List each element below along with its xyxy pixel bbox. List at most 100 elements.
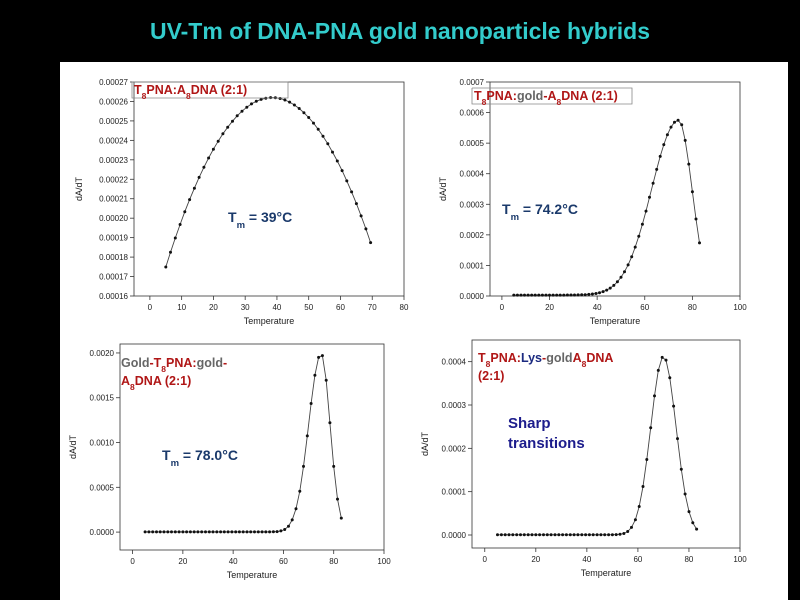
data-point: [507, 533, 511, 537]
legend-label-part: Lys: [521, 351, 542, 365]
data-point: [679, 467, 683, 471]
legend-label: Gold-T8PNA:gold-A8DNA (2:1): [121, 356, 227, 392]
data-point: [192, 530, 196, 534]
y-tick-label: 0.0010: [90, 439, 115, 448]
y-tick-label: 0.00026: [99, 97, 128, 106]
data-point: [183, 210, 187, 214]
data-point: [519, 293, 523, 297]
data-point: [680, 123, 684, 127]
data-point: [610, 533, 614, 537]
data-point: [515, 533, 519, 537]
tm-subscript: m: [511, 212, 519, 223]
data-point: [336, 497, 339, 501]
y-axis-label: dA/dT: [68, 434, 78, 459]
data-point: [562, 293, 566, 297]
data-point: [551, 293, 555, 297]
data-point: [561, 533, 565, 537]
data-point: [166, 530, 170, 534]
data-point: [641, 485, 645, 488]
y-tick-label: 0.00024: [99, 136, 128, 145]
x-tick-label: 80: [688, 303, 697, 312]
data-point: [230, 530, 234, 534]
x-tick-label: 20: [178, 557, 187, 566]
legend-label-part: (2:1): [478, 369, 504, 383]
data-point: [569, 293, 573, 297]
y-tick-label: 0.0001: [442, 488, 467, 497]
data-point: [173, 530, 177, 534]
legend-label-part: DNA: [586, 351, 613, 365]
data-point: [622, 532, 626, 535]
data-point: [340, 169, 344, 173]
plot-frame: [119, 343, 385, 551]
plot-frame: [471, 339, 741, 549]
data-point: [644, 209, 648, 213]
x-axis-label: Temperature: [244, 316, 295, 326]
legend-label-part: DNA (2:1): [191, 83, 247, 97]
y-tick-label: 0.00022: [99, 175, 128, 184]
data-point: [185, 530, 189, 534]
data-point: [565, 293, 569, 297]
tm-value: = 78.0°C: [179, 447, 238, 463]
data-point: [151, 530, 155, 534]
data-point: [649, 426, 653, 430]
data-point: [664, 358, 668, 362]
data-point: [350, 190, 354, 194]
x-tick-label: 60: [279, 557, 288, 566]
data-point: [188, 198, 192, 202]
x-tick-label: 100: [733, 555, 747, 564]
data-point: [523, 293, 526, 297]
data-point: [576, 293, 580, 297]
data-point: [576, 533, 580, 537]
data-point: [215, 530, 219, 534]
x-tick-label: 0: [130, 557, 135, 566]
data-point: [499, 533, 503, 537]
legend-label-part: 8: [161, 364, 166, 374]
legend-label-part: PNA:A: [146, 83, 186, 97]
legend-label-part: gold: [546, 351, 572, 365]
data-point: [271, 530, 275, 534]
data-point: [540, 293, 544, 297]
data-point: [512, 293, 516, 297]
y-tick-label: 0.0000: [90, 528, 115, 537]
legend-label-part: -: [223, 356, 227, 370]
legend-label-part: -A: [543, 89, 556, 103]
x-tick-label: 40: [593, 303, 602, 312]
legend-label-part: T: [474, 89, 482, 103]
data-point: [302, 111, 306, 115]
data-point: [188, 530, 192, 534]
x-tick-label: 0: [500, 303, 505, 312]
data-point: [605, 288, 609, 292]
y-tick-label: 0.0007: [460, 78, 485, 87]
data-point: [549, 533, 553, 537]
legend-label-part: Gold: [121, 356, 149, 370]
data-point: [519, 533, 522, 537]
data-point: [302, 464, 305, 468]
data-point: [245, 530, 249, 534]
y-tick-label: 0.0002: [442, 444, 467, 453]
data-point: [324, 378, 328, 382]
x-tick-label: 80: [329, 557, 338, 566]
tm-symbol: T: [162, 447, 171, 463]
data-point: [572, 533, 576, 537]
legend-label-part: gold: [517, 89, 543, 103]
data-point: [240, 109, 244, 113]
data-point: [222, 530, 226, 534]
data-point: [612, 283, 616, 287]
data-point: [345, 179, 349, 183]
data-point: [283, 528, 287, 531]
data-point: [143, 530, 147, 534]
x-tick-label: 40: [582, 555, 591, 564]
data-point: [268, 530, 272, 534]
data-point: [169, 250, 172, 254]
y-tick-label: 0.0003: [460, 200, 485, 209]
data-point: [219, 530, 223, 534]
data-point: [292, 103, 296, 107]
data-point: [637, 234, 641, 238]
y-tick-label: 0.00027: [99, 78, 128, 87]
data-point: [599, 533, 603, 537]
data-point: [553, 533, 557, 537]
y-tick-label: 0.00020: [99, 214, 128, 223]
data-point: [221, 132, 225, 136]
data-point: [256, 530, 260, 534]
